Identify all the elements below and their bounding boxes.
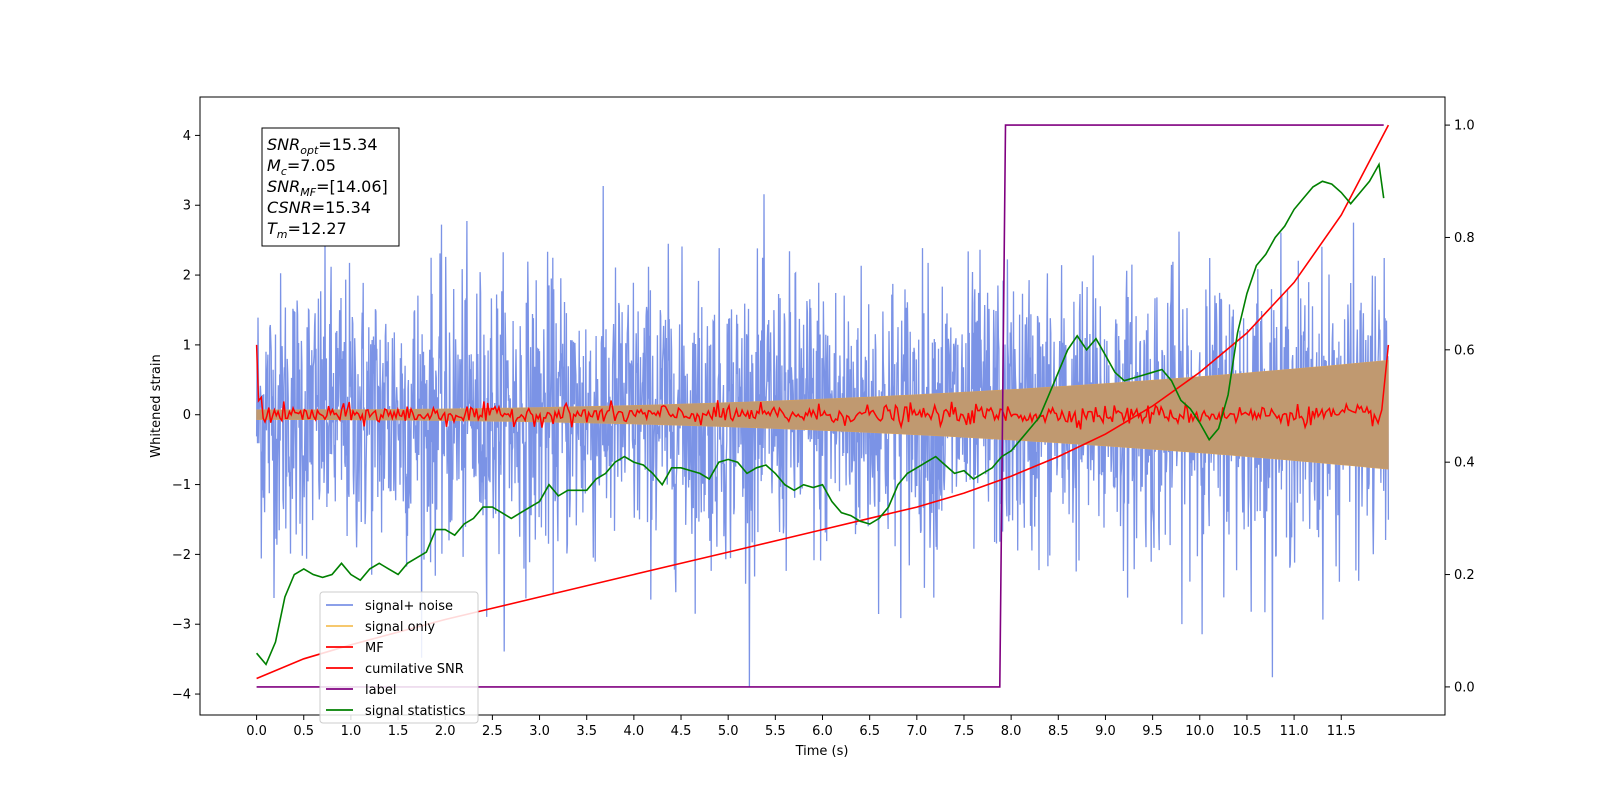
- legend: signal+ noise signal only MF cumilative SNR…: [319, 591, 479, 724]
- x-tick-label: 3.5: [576, 724, 597, 739]
- legend-label: signal statistics: [365, 704, 466, 719]
- legend-label: MF: [365, 641, 384, 656]
- info-box-frame: [261, 127, 400, 247]
- x-tick-label: 11.0: [1280, 724, 1309, 739]
- y-tick-label: 0: [183, 408, 191, 423]
- x-tick-label: 1.0: [341, 724, 362, 739]
- y2-tick-label: 1.0: [1454, 119, 1475, 134]
- y-axis: 4 3 2 1 0 −1 −2 −3 −4: [172, 129, 200, 703]
- x-tick-label: 8.0: [1001, 724, 1022, 739]
- x-axis: 0.0 0.5 1.0 1.5 2.0 2.5 3.0 3.5 4.0 4.5 5.0 5.5 6.0 6…: [246, 715, 1356, 739]
- x-tick-label: 8.5: [1048, 724, 1069, 739]
- x-tick-label: 4.0: [624, 724, 645, 739]
- x-tick-label: 9.5: [1142, 724, 1163, 739]
- legend-label: signal+ noise: [365, 599, 453, 614]
- legend-label: label: [365, 683, 396, 698]
- y2-tick-label: 0.4: [1454, 456, 1475, 471]
- x-tick-label: 10.0: [1185, 724, 1214, 739]
- x-tick-label: 11.5: [1327, 724, 1356, 739]
- info-box: SNRopt=15.34Mc=7.05SNRMF=[14.06]CSNR=15.…: [261, 127, 400, 247]
- y-tick-label: 2: [183, 269, 191, 284]
- info-line: Mc=7.05: [267, 156, 336, 178]
- x-tick-label: 2.5: [482, 724, 503, 739]
- y-tick-label: 3: [183, 199, 191, 214]
- x-tick-label: 1.5: [388, 724, 409, 739]
- info-line: CSNR=15.34: [267, 198, 371, 217]
- y2-tick-label: 0.8: [1454, 231, 1475, 246]
- x-tick-label: 6.0: [812, 724, 833, 739]
- legend-label: signal only: [365, 620, 435, 635]
- info-line: SNRopt=15.34: [267, 135, 378, 157]
- y2-tick-label: 0.2: [1454, 568, 1475, 583]
- x-tick-label: 3.0: [529, 724, 550, 739]
- info-line: Tm=12.27: [267, 219, 347, 241]
- x-tick-label: 4.5: [671, 724, 692, 739]
- y-tick-label: −2: [172, 548, 191, 563]
- y-tick-label: 4: [183, 129, 191, 144]
- y-tick-label: −4: [172, 688, 191, 703]
- series-signal-statistics: [255, 161, 1385, 666]
- series-mf: [255, 344, 1390, 430]
- y-tick-label: −3: [172, 618, 191, 633]
- y2-tick-label: 0.0: [1454, 680, 1475, 695]
- x-tick-label: 0.0: [246, 724, 267, 739]
- x-tick-label: 9.0: [1095, 724, 1116, 739]
- x-tick-label: 2.0: [435, 724, 456, 739]
- x-tick-label: 7.5: [954, 724, 975, 739]
- legend-frame: [319, 591, 479, 724]
- x-tick-label: 5.5: [765, 724, 786, 739]
- y2-tick-label: 0.6: [1454, 343, 1475, 358]
- series-label: [256, 124, 1384, 688]
- x-tick-label: 0.5: [293, 724, 314, 739]
- y2-axis: 1.0 0.8 0.6 0.4 0.2 0.0: [1445, 119, 1475, 695]
- x-tick-label: 5.0: [718, 724, 739, 739]
- info-line: SNRMF=[14.06]: [267, 177, 388, 199]
- x-tick-label: 7.0: [906, 724, 927, 739]
- x-tick-label: 6.5: [859, 724, 880, 739]
- y-axis-label: Whitened strain: [149, 354, 164, 457]
- y-tick-label: 1: [183, 338, 191, 353]
- x-tick-label: 10.5: [1232, 724, 1261, 739]
- legend-label: cumilative SNR: [365, 662, 464, 677]
- y-tick-label: −1: [172, 478, 191, 493]
- x-axis-label: Time (s): [795, 744, 849, 759]
